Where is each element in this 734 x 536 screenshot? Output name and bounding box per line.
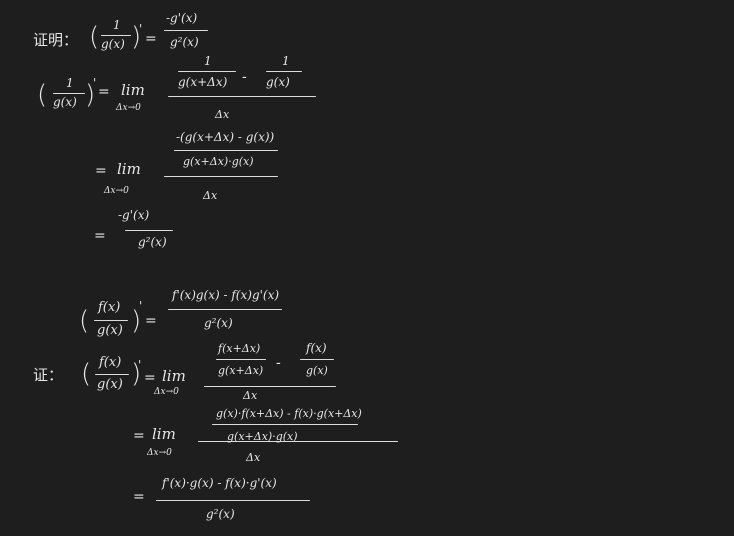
minus-sign: -: [276, 355, 281, 371]
proof-label: 证明：: [33, 31, 79, 49]
fraction-bar: [101, 35, 131, 37]
fraction-bar: [125, 230, 173, 232]
inner-numerator: -(g(x+Δx) - g(x)): [176, 130, 275, 144]
inner-fraction-bar: [212, 424, 358, 426]
limit-subscript: Δx→0: [116, 103, 141, 113]
fraction-bar: [156, 500, 310, 502]
proof-label: 证：: [33, 366, 64, 384]
main-fraction-bar: [168, 96, 316, 98]
fraction-bar: [168, 309, 282, 311]
main-denominator: Δx: [215, 108, 230, 121]
main-denominator: Δx: [203, 189, 218, 202]
equals-sign: =: [98, 84, 110, 100]
open-paren: (: [79, 306, 90, 336]
fraction-bar: [164, 30, 208, 32]
equals-sign: =: [144, 370, 156, 386]
inner-denominator: g(x): [266, 75, 290, 89]
fraction-denominator: g²(x): [204, 316, 233, 330]
inner-fraction-bar: [266, 71, 302, 73]
inner-numerator: g(x)·f(x+Δx) - f(x)·g(x+Δx): [216, 407, 362, 420]
fraction-denominator: g(x): [53, 95, 77, 109]
equals-sign: =: [95, 163, 107, 179]
equals-sign: =: [145, 31, 157, 47]
inner-denominator: g(x+Δx)·g(x): [227, 430, 298, 443]
inner-numerator: 1: [204, 54, 212, 68]
fraction-denominator: g(x): [97, 323, 123, 338]
inner-fraction-bar: [216, 359, 266, 361]
fraction-numerator: -g'(x): [118, 208, 150, 222]
prime-mark: ': [138, 358, 142, 372]
close-paren: ): [131, 306, 142, 336]
limit-operator: lim: [121, 81, 145, 99]
inner-fraction-bar: [174, 150, 278, 152]
inner-fraction-bar: [178, 71, 236, 73]
minus-sign: -: [242, 69, 247, 85]
fraction-numerator: f(x): [98, 300, 121, 315]
fraction-denominator: g²(x): [206, 507, 235, 521]
inner-denominator: g(x+Δx)·g(x): [183, 155, 254, 168]
equals-sign: =: [133, 489, 145, 505]
prime-mark: ': [93, 76, 97, 90]
limit-subscript: Δx→0: [147, 448, 172, 458]
fraction-denominator: g(x): [101, 37, 125, 51]
limit-operator: lim: [162, 367, 186, 385]
limit-operator: lim: [152, 425, 176, 443]
equals-sign: =: [145, 313, 157, 329]
fraction-numerator: 1: [66, 76, 74, 90]
fraction-bar: [53, 93, 85, 95]
close-paren: ): [131, 22, 142, 52]
main-fraction-bar: [204, 386, 336, 388]
prime-mark: ': [139, 299, 143, 313]
inner-numerator: 1: [282, 54, 290, 68]
prime-mark: ': [139, 22, 143, 36]
limit-operator: lim: [117, 160, 141, 178]
inner-numerator: f(x+Δx): [218, 342, 261, 355]
open-paren: (: [81, 359, 92, 389]
inner-numerator: f(x): [306, 341, 327, 355]
fraction-denominator: g²(x): [170, 35, 199, 49]
fraction-numerator: f'(x)·g(x) - f(x)·g'(x): [162, 476, 277, 490]
main-fraction-bar: [198, 441, 398, 443]
inner-denominator: g(x): [306, 364, 328, 377]
fraction-bar: [95, 374, 129, 376]
fraction-numerator: f(x): [99, 355, 122, 370]
close-paren: ): [131, 359, 142, 389]
fraction-numerator: -g'(x): [166, 11, 198, 25]
fraction-numerator: 1: [113, 18, 121, 32]
inner-denominator: g(x+Δx): [178, 75, 228, 89]
inner-fraction-bar: [300, 359, 334, 361]
inner-denominator: g(x+Δx): [218, 364, 264, 377]
fraction-bar: [94, 320, 128, 322]
main-fraction-bar: [164, 176, 278, 178]
limit-subscript: Δx→0: [104, 186, 129, 196]
limit-subscript: Δx→0: [154, 387, 179, 397]
equals-sign: =: [94, 228, 106, 244]
main-denominator: Δx: [243, 389, 258, 402]
fraction-denominator: g(x): [97, 377, 123, 392]
main-denominator: Δx: [246, 451, 261, 464]
open-paren: (: [89, 22, 100, 52]
open-paren: (: [37, 80, 48, 110]
equals-sign: =: [133, 428, 145, 444]
close-paren: ): [85, 80, 96, 110]
fraction-numerator: f'(x)g(x) - f(x)g'(x): [172, 288, 280, 302]
fraction-denominator: g²(x): [138, 235, 167, 249]
